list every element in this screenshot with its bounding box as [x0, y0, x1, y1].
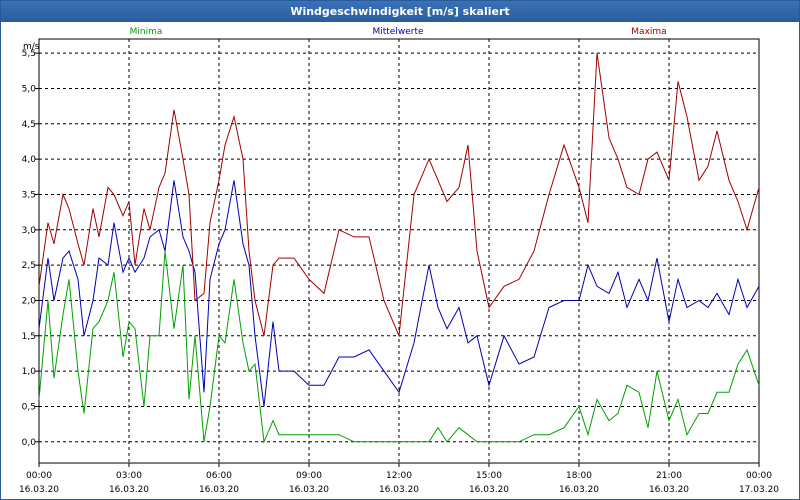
- x-tick-date: 16.03.20: [469, 485, 509, 495]
- x-axis-ticks: 00:00 16.03.20 03:00 16.03.20 06:00 16.03.20 0…: [19, 463, 779, 495]
- y-axis-label: m/s: [23, 42, 40, 52]
- x-tick-date: 17.03.20: [739, 485, 779, 495]
- legend-maxima: Maxima: [631, 27, 666, 37]
- x-tick-time: 00:00: [746, 471, 772, 481]
- x-tick-time: 18:00: [566, 471, 592, 481]
- x-tick-time: 12:00: [386, 471, 412, 481]
- legend-mittelwerte: Mittelwerte: [372, 27, 423, 37]
- y-tick-label: 3,5: [22, 190, 36, 200]
- x-tick-date: 16.03.20: [649, 485, 689, 495]
- x-tick-date: 16.03.20: [19, 485, 59, 495]
- x-tick-date: 16.03.20: [289, 485, 329, 495]
- y-tick-label: 2,0: [22, 296, 37, 306]
- x-tick-date: 16.03.20: [199, 485, 239, 495]
- y-tick-label: 1,5: [22, 332, 36, 342]
- y-tick-label: 5,0: [22, 84, 37, 94]
- x-tick-time: 03:00: [116, 471, 142, 481]
- x-tick-time: 09:00: [296, 471, 322, 481]
- y-axis-ticks: 0,0 0,5 1,0 1,5 2,0 2,5 3,0 3,5 4,0 4,5 5,0 5,5: [22, 49, 39, 448]
- x-tick-time: 21:00: [656, 471, 682, 481]
- y-tick-label: 1,0: [22, 367, 37, 377]
- chart-title: Windgeschwindigkeit [m/s] skaliert: [1, 1, 799, 22]
- x-tick-time: 15:00: [476, 471, 502, 481]
- y-tick-label: 4,0: [22, 155, 37, 165]
- x-tick-time: 06:00: [206, 471, 232, 481]
- y-tick-label: 0,0: [22, 438, 37, 448]
- y-tick-label: 5,5: [22, 49, 36, 59]
- x-tick-date: 16.03.20: [109, 485, 149, 495]
- y-tick-label: 0,5: [22, 402, 36, 412]
- legend-minima: Minima: [130, 27, 163, 37]
- series-lines: [38, 53, 760, 444]
- y-tick-label: 3,0: [22, 226, 37, 236]
- series-line-minima: [38, 250, 760, 444]
- x-tick-date: 16.03.20: [379, 485, 419, 495]
- y-tick-label: 4,5: [22, 120, 36, 130]
- x-tick-date: 16.03.20: [559, 485, 599, 495]
- x-tick-time: 00:00: [26, 471, 52, 481]
- series-line-maxima: [38, 53, 760, 338]
- series-line-mittelwerte: [38, 180, 760, 407]
- y-tick-label: 2,5: [22, 261, 36, 271]
- legend: Minima Mittelwerte Maxima: [130, 27, 667, 37]
